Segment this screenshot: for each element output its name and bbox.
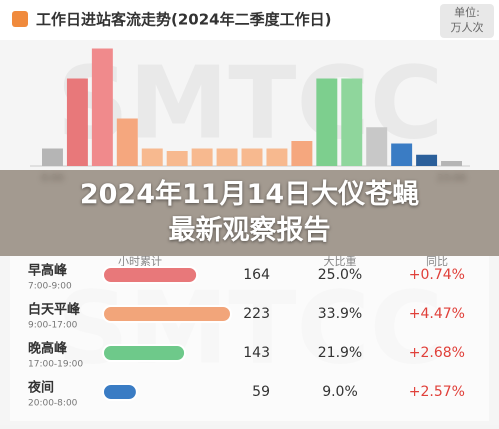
bar <box>66 78 88 166</box>
row-time: 20:00-8:00 <box>28 399 78 409</box>
bar <box>116 118 138 166</box>
bar <box>316 78 338 166</box>
bar <box>191 148 213 166</box>
row-change: +2.57% <box>409 384 465 400</box>
row-name: 白天平峰 <box>28 302 81 318</box>
bar <box>366 127 388 166</box>
row-name: 早高峰 <box>28 263 68 279</box>
row-name: 晚高峰 <box>28 341 68 357</box>
column-header: 小时累计 <box>118 255 162 268</box>
bar <box>391 143 413 166</box>
bar <box>416 154 438 166</box>
row-share: 21.9% <box>318 345 362 361</box>
row-time: 17:00-19:00 <box>28 360 83 370</box>
unit: 万人次 <box>451 20 484 34</box>
row-change: +2.68% <box>409 345 465 361</box>
header-icon <box>12 11 28 27</box>
header-bar <box>0 0 499 40</box>
bar <box>216 148 238 166</box>
value-pill <box>102 383 138 401</box>
value-pill <box>102 344 187 362</box>
bar <box>266 148 288 166</box>
row-time: 7:00-9:00 <box>28 282 72 292</box>
header-title: 工作日进站客流走势(2024年二季度工作日) <box>36 11 331 29</box>
unit-box <box>440 4 494 38</box>
row-change: +0.74% <box>409 267 465 283</box>
row-change: +4.47% <box>409 306 465 322</box>
row-name: 夜间 <box>27 380 54 396</box>
bar <box>341 78 363 166</box>
column-header: 同比 <box>426 255 448 268</box>
bar <box>41 148 63 166</box>
value-pill <box>102 305 232 323</box>
row-share: 25.0% <box>318 267 362 283</box>
bar <box>291 141 313 166</box>
row-time: 9:00-17:00 <box>28 321 78 331</box>
unit-label: 单位: <box>454 5 480 19</box>
bar <box>141 148 163 166</box>
row-value: 164 <box>243 267 270 283</box>
column-header: 大比重 <box>324 254 357 268</box>
overlay-title: 2024年11月14日大仪苍蝇最新观察报告 <box>79 179 420 246</box>
row-share: 9.0% <box>322 384 358 400</box>
bar <box>441 161 463 166</box>
value-pill <box>102 266 199 284</box>
overlay-band: 2024年11月14日大仪苍蝇最新观察报告 <box>0 170 499 256</box>
row-value: 59 <box>252 384 270 400</box>
bar <box>91 48 113 166</box>
table-panel <box>10 256 489 421</box>
row-value: 143 <box>243 345 270 361</box>
row-value: 223 <box>243 306 270 322</box>
bar <box>241 148 263 166</box>
row-share: 33.9% <box>318 306 362 322</box>
bar <box>166 151 188 166</box>
